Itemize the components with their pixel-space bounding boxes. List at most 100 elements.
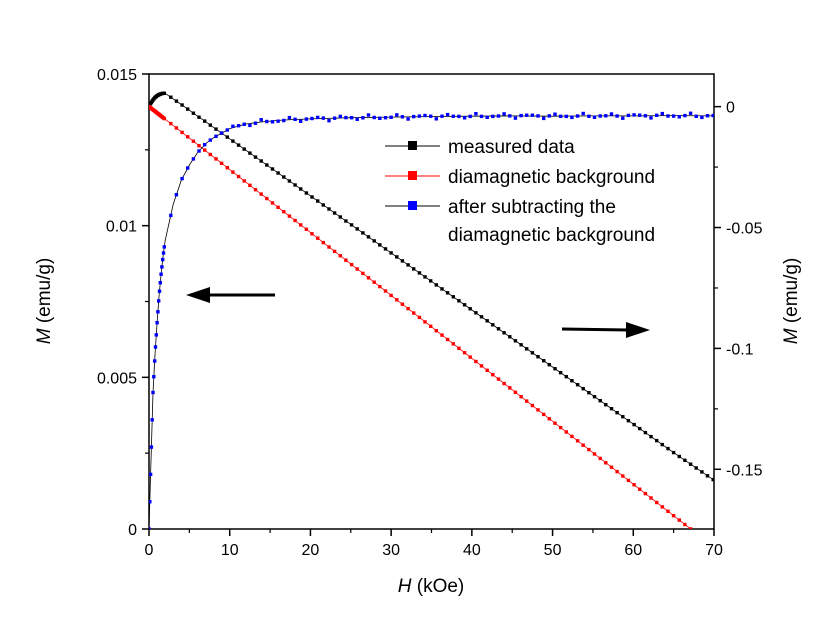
data-point <box>711 477 714 482</box>
data-point <box>451 295 455 299</box>
data-point <box>242 122 246 126</box>
data-point <box>519 113 523 118</box>
data-point <box>553 112 557 116</box>
right-y-axis-title: M (emu/g) <box>781 258 802 345</box>
data-point <box>649 434 653 439</box>
data-point <box>655 113 659 117</box>
legend-label-diamagnetic: diamagnetic background <box>448 167 655 188</box>
data-point <box>225 166 229 170</box>
data-point <box>338 114 342 119</box>
data-point <box>231 139 235 143</box>
data-point <box>191 111 196 115</box>
data-point <box>666 446 670 451</box>
data-point <box>154 333 158 337</box>
data-point <box>265 196 269 201</box>
data-point <box>592 115 597 119</box>
data-point <box>445 112 450 117</box>
data-point <box>570 434 574 439</box>
data-point <box>564 430 568 434</box>
data-point <box>282 210 286 214</box>
data-point <box>417 315 422 320</box>
data-point <box>253 188 258 192</box>
data-point <box>316 236 320 240</box>
data-point <box>293 117 297 121</box>
legend-marker-measured <box>408 141 417 150</box>
data-point <box>496 327 501 331</box>
data-point <box>162 245 166 249</box>
right-y-axis-title-unit: (emu/g) <box>781 258 802 329</box>
data-point <box>683 113 687 118</box>
data-point <box>282 118 286 123</box>
data-point <box>694 114 698 118</box>
data-point <box>688 111 693 115</box>
data-point <box>338 215 342 219</box>
data-point <box>666 114 670 118</box>
data-point <box>429 324 433 328</box>
data-point <box>655 438 659 443</box>
arrow-left-axis <box>186 287 275 303</box>
left-y-axis-title-symbol: M <box>34 328 55 344</box>
data-point <box>327 245 331 249</box>
data-point <box>191 157 196 161</box>
data-point <box>378 243 382 247</box>
data-point <box>666 509 670 513</box>
data-point <box>468 114 472 119</box>
data-point <box>406 263 410 267</box>
data-point <box>344 258 348 262</box>
legend-entry-measured-data: measured data <box>385 137 575 158</box>
data-point <box>581 443 585 447</box>
data-point <box>169 213 173 218</box>
data-point <box>592 395 597 399</box>
data-point <box>513 390 518 394</box>
data-point <box>564 114 568 119</box>
data-point <box>332 211 337 215</box>
data-point <box>508 386 512 390</box>
data-point <box>158 281 162 285</box>
data-point <box>355 117 359 121</box>
data-point <box>660 111 664 116</box>
x-tick-label: 0 <box>145 542 154 559</box>
data-point <box>389 251 393 255</box>
data-point <box>270 201 275 205</box>
data-point <box>525 399 529 403</box>
data-point <box>598 456 602 461</box>
data-point <box>332 116 337 120</box>
data-point <box>400 302 405 306</box>
data-point <box>705 474 710 478</box>
data-point <box>253 121 258 125</box>
data-point <box>677 518 681 522</box>
data-point <box>383 116 388 120</box>
data-point <box>440 114 444 118</box>
series-layer <box>149 91 714 529</box>
data-point <box>231 170 235 174</box>
data-point <box>581 111 585 116</box>
data-point <box>536 408 540 412</box>
data-point <box>558 371 563 375</box>
data-point <box>587 447 591 452</box>
data-point <box>186 135 190 139</box>
data-point <box>355 267 359 271</box>
data-point <box>270 167 275 171</box>
data-point <box>429 114 433 118</box>
data-point <box>417 271 422 275</box>
data-point <box>553 421 557 425</box>
data-point <box>643 114 648 118</box>
data-point <box>406 306 410 311</box>
data-point <box>186 107 190 111</box>
series-2 <box>149 111 714 529</box>
data-point <box>671 514 676 518</box>
data-point <box>638 426 642 431</box>
data-point <box>259 159 263 163</box>
data-point <box>485 368 489 372</box>
data-point <box>412 114 416 119</box>
data-point <box>287 115 292 120</box>
data-point <box>491 114 495 119</box>
data-point <box>378 284 382 289</box>
data-point <box>462 116 467 120</box>
data-point <box>445 291 450 295</box>
data-point <box>214 127 218 131</box>
data-point <box>153 345 158 349</box>
data-point <box>203 148 207 152</box>
data-point <box>615 411 619 415</box>
data-point <box>321 116 325 120</box>
